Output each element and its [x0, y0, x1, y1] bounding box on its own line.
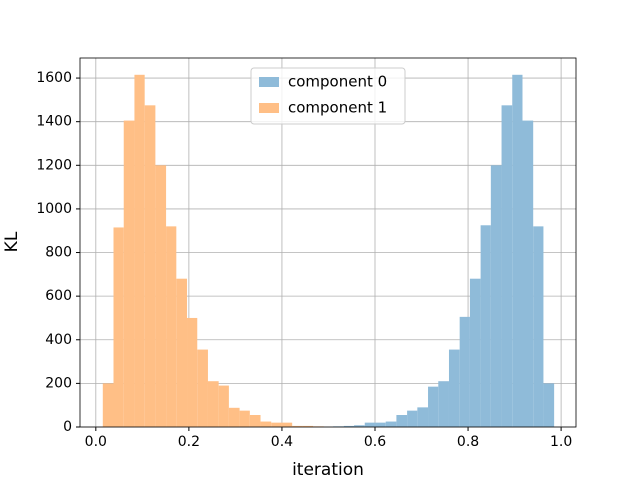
y-tick-label: 0: [63, 419, 72, 435]
bar: [260, 421, 272, 427]
legend-swatch: [259, 77, 279, 87]
bar: [417, 407, 429, 427]
y-tick-label: 1000: [36, 201, 72, 217]
bar: [292, 425, 303, 427]
bar: [176, 278, 188, 427]
bar: [187, 317, 198, 427]
bar: [123, 120, 135, 427]
x-tick-label: 1.0: [550, 434, 572, 450]
bar: [271, 422, 282, 427]
x-tick-label: 0.8: [457, 434, 479, 450]
bar: [469, 278, 481, 427]
bar: [438, 381, 449, 427]
bar: [113, 227, 124, 427]
bar: [207, 381, 219, 427]
bar: [239, 410, 250, 427]
bar: [490, 165, 502, 428]
bar: [375, 422, 386, 427]
bar: [480, 225, 491, 427]
bar: [343, 425, 355, 427]
bar: [385, 421, 397, 427]
legend-label: component 1: [288, 99, 387, 117]
y-tick-label: 800: [45, 245, 72, 261]
bar: [166, 226, 177, 427]
bar: [522, 120, 534, 427]
bar: [396, 415, 408, 427]
bar: [102, 383, 114, 427]
x-tick-label: 0.0: [85, 434, 107, 450]
bar: [144, 105, 156, 428]
bar: [364, 422, 376, 427]
bar: [155, 165, 167, 428]
bar: [218, 385, 229, 427]
bar: [533, 226, 544, 427]
legend: component 0 component 1: [250, 67, 406, 125]
plot-frame: [79, 57, 577, 428]
bar: [134, 74, 145, 428]
legend-box: [250, 67, 406, 125]
x-tick-label: 0.2: [178, 434, 200, 450]
legend-label: component 0: [288, 73, 387, 91]
y-tick-label: 1200: [36, 157, 72, 173]
y-axis-label: KL: [2, 231, 22, 252]
x-axis-label: iteration: [292, 460, 364, 480]
y-tick-label: 600: [45, 288, 72, 304]
x-tick-label: 0.4: [271, 434, 293, 450]
bar: [228, 407, 240, 427]
bar: [281, 422, 293, 427]
legend-swatch: [259, 103, 279, 113]
bar: [197, 349, 208, 427]
x-tick-label: 0.6: [364, 434, 386, 450]
bar: [512, 74, 523, 428]
y-tick-label: 200: [45, 375, 72, 391]
bar: [459, 316, 470, 427]
y-tick-label: 1600: [36, 70, 72, 86]
bar: [407, 410, 418, 427]
bar: [302, 425, 314, 427]
y-tick-label: 400: [45, 332, 72, 348]
bar: [448, 349, 460, 427]
bar: [543, 383, 555, 427]
bar: [428, 386, 439, 427]
y-tick-label: 1400: [36, 114, 72, 130]
bar: [501, 105, 513, 428]
bar: [354, 425, 365, 427]
bar: [249, 415, 261, 427]
